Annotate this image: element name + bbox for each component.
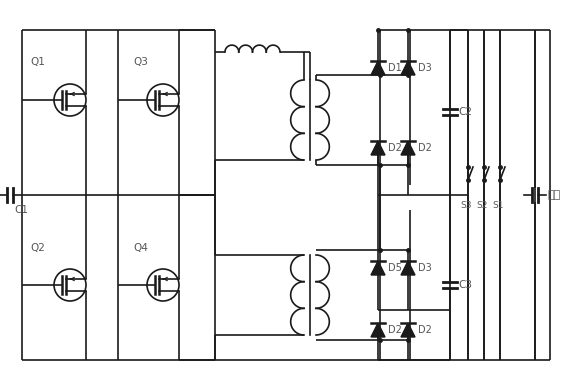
Text: 电池: 电池	[547, 190, 560, 200]
Text: Q1: Q1	[30, 57, 45, 67]
Text: S3: S3	[460, 200, 471, 210]
Text: D2: D2	[418, 143, 432, 153]
Text: D2: D2	[418, 325, 432, 335]
Text: Q4: Q4	[133, 243, 148, 253]
Text: D3: D3	[418, 63, 432, 73]
Text: S2: S2	[476, 200, 487, 210]
Text: C1: C1	[14, 205, 28, 215]
Text: D5: D5	[388, 263, 402, 273]
Polygon shape	[371, 261, 385, 275]
Text: S1: S1	[492, 200, 503, 210]
Text: Q3: Q3	[133, 57, 148, 67]
Text: D2: D2	[388, 143, 402, 153]
Text: D3: D3	[418, 263, 432, 273]
Text: C2: C2	[458, 107, 472, 117]
Text: C3: C3	[458, 280, 472, 290]
Polygon shape	[371, 141, 385, 155]
Text: D2: D2	[388, 325, 402, 335]
Polygon shape	[401, 141, 415, 155]
Text: Q2: Q2	[30, 243, 45, 253]
Polygon shape	[401, 61, 415, 75]
Polygon shape	[371, 323, 385, 337]
Polygon shape	[401, 323, 415, 337]
Polygon shape	[401, 261, 415, 275]
Polygon shape	[371, 61, 385, 75]
Text: D1: D1	[388, 63, 402, 73]
